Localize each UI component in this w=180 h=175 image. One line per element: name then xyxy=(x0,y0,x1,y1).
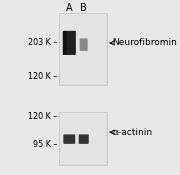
Bar xyxy=(60,14,106,84)
Text: B: B xyxy=(80,3,87,13)
Text: 120 K –: 120 K – xyxy=(28,112,57,121)
FancyBboxPatch shape xyxy=(63,31,67,55)
Text: 203 K –: 203 K – xyxy=(28,38,57,47)
Bar xyxy=(60,113,106,164)
FancyBboxPatch shape xyxy=(63,134,75,144)
Text: Neurofibromin: Neurofibromin xyxy=(112,38,177,47)
Bar xyxy=(59,112,107,164)
Text: A: A xyxy=(66,3,73,13)
Bar xyxy=(59,13,107,85)
FancyBboxPatch shape xyxy=(63,31,76,55)
FancyBboxPatch shape xyxy=(79,134,89,144)
Text: 120 K –: 120 K – xyxy=(28,72,57,81)
Text: α-actinin: α-actinin xyxy=(112,128,153,137)
Text: 95 K –: 95 K – xyxy=(33,140,57,149)
FancyBboxPatch shape xyxy=(80,38,88,51)
